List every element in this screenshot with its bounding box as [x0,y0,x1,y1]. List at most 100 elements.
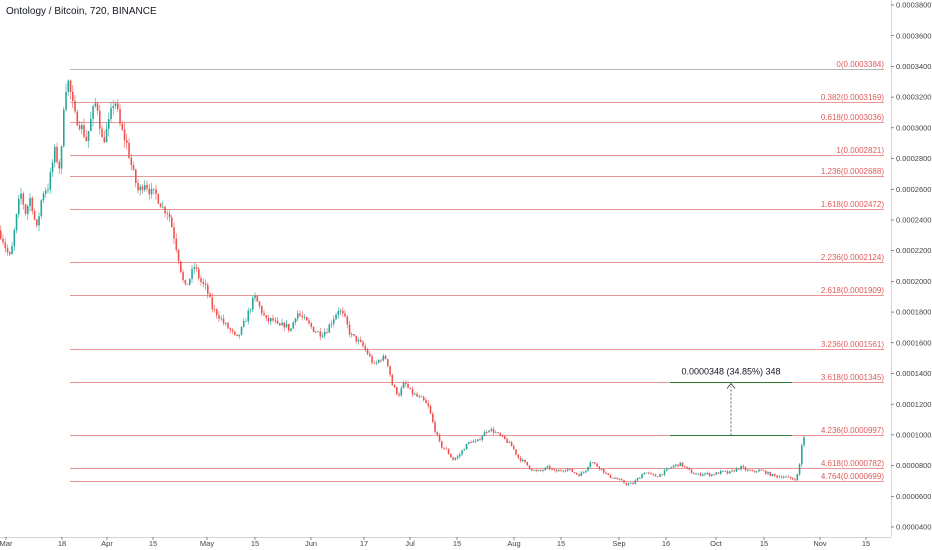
candle [585,470,587,474]
candle [283,321,286,332]
candle [589,460,592,469]
candle-body [18,198,20,214]
candle-body [495,432,497,434]
candle-body [702,474,704,476]
candle-body [220,318,223,320]
candle-body [454,458,457,460]
candle-body [258,301,261,307]
candle-body [733,470,736,472]
candle [200,275,202,286]
candle [299,310,301,318]
candle [328,322,331,333]
candle-body [159,203,162,208]
time-axis[interactable]: Mar 18 Apr 15 May 15 Jun 17 Jul 15 Aug 15 Sep 16 Oct 15… [0,537,870,548]
y-tick-label: 0.0001200 [896,400,931,409]
candle [436,431,439,437]
fib-label: 1.236(0.0002688) [821,167,885,176]
candle [348,321,351,338]
candle [177,248,180,265]
candle-body [609,474,612,478]
candle-body [324,332,326,336]
candle [472,439,475,443]
candle-body [429,405,432,414]
candle [204,279,207,290]
candle [477,439,479,442]
candle-body [666,468,668,471]
candle-body [794,479,796,481]
candle-body [540,470,542,471]
candle [373,360,376,365]
candle [438,433,441,443]
price-range-measure: 0.0000348 (34.85%) 348 [670,367,792,436]
candle [218,311,220,323]
candle [452,456,454,461]
candle [155,184,157,200]
candle [2,234,4,246]
candle [256,295,259,302]
candle [702,473,704,477]
candle-body [438,434,441,442]
candle [175,233,178,253]
candle [258,300,261,309]
candle-body [695,473,697,475]
candle [72,84,74,108]
candle-body [150,188,153,195]
candle [198,266,200,281]
candle-body [594,462,596,464]
candle-body [58,161,61,169]
candle-body [400,388,403,396]
candle [130,154,133,171]
candle-body [524,459,526,462]
candle-body [330,323,333,325]
candle-body [90,118,92,132]
candle [504,435,506,440]
candle-body [598,466,601,470]
y-tick-label: 0.0003000 [896,123,931,132]
candle-body [490,429,493,431]
candle [346,315,349,329]
y-tick-label: 0.0001600 [896,338,931,347]
candle-body [409,387,412,390]
candle [675,463,677,468]
candle-body [753,470,756,472]
candle-body [198,268,200,279]
candle [254,292,256,302]
candle [735,467,738,472]
candle [18,194,20,219]
candle [533,469,535,471]
candle [587,466,589,472]
price-axis[interactable]: 0.0003800 0.0003600 0.0003400 0.0003200 0.00… [891,1,931,532]
candle [195,263,198,272]
candle-body [765,470,767,474]
candle-body [780,476,783,478]
candle [486,430,488,434]
candle-body [418,396,421,398]
candle [281,318,283,326]
candle-body [112,105,115,108]
candle-body [416,394,418,397]
candle-body [155,189,157,195]
candle-body [141,186,144,190]
candle [92,104,94,127]
x-tick-label: Jul [405,539,415,548]
candle [544,466,547,471]
candle [528,465,531,470]
candle-body [497,432,499,434]
candle-body [555,470,558,472]
candle [380,358,382,363]
candle [627,482,630,487]
candle-body [126,140,128,143]
candle-body [364,346,367,350]
candle-body [776,475,778,478]
candle-body [13,230,16,246]
candle [792,477,794,481]
candle-body [344,313,346,317]
candle [603,468,605,475]
candle-body [373,362,376,364]
candle [353,333,355,337]
candle [29,193,31,212]
candle-body [76,111,79,126]
candle-body [783,477,785,478]
candle-body [236,334,238,337]
